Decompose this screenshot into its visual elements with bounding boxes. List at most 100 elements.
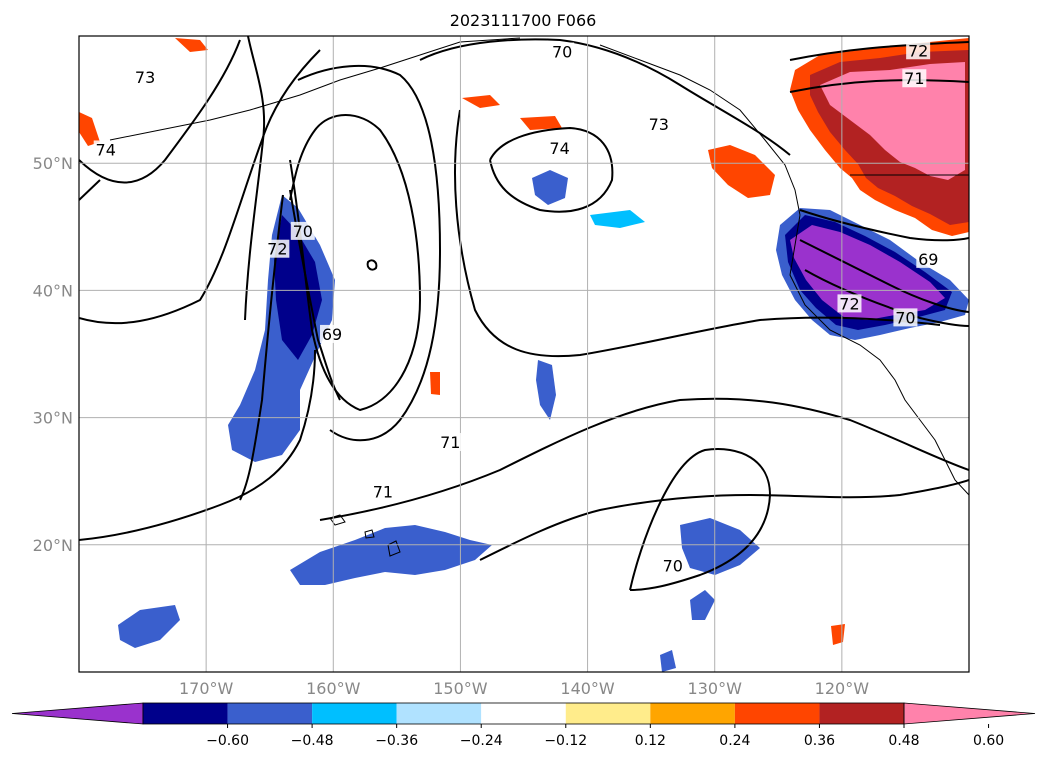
contour-label-bg bbox=[438, 433, 463, 452]
contour-label-bg bbox=[837, 294, 862, 313]
lat-tick-label: 30°N bbox=[33, 409, 73, 428]
colorbar: −0.60 −0.48 −0.36 −0.24 −0.12 0.12 0.24 0.36 0.4… bbox=[11, 702, 1036, 749]
contour-label-bg bbox=[906, 41, 931, 60]
colorbar-tick-label: −0.48 bbox=[291, 733, 334, 749]
contour-label: 70 bbox=[293, 222, 313, 241]
colorbar-tick-label: 0.12 bbox=[635, 733, 666, 749]
contour-label: 74 bbox=[96, 140, 116, 159]
contour-71-midlat bbox=[454, 109, 941, 358]
anomaly-fill-positive-cell-a bbox=[462, 95, 500, 108]
anomaly-fill-negative-cell-d bbox=[690, 590, 715, 620]
contour-label-bg bbox=[93, 140, 118, 159]
lon-tick-label: 130°W bbox=[688, 679, 743, 698]
contour-label-bg bbox=[547, 139, 572, 158]
lat-tick-label: 50°N bbox=[33, 154, 73, 173]
anomaly-fill-positive-cell-c bbox=[175, 38, 208, 52]
colorbar-tick-label: −0.12 bbox=[544, 733, 587, 749]
colorbar-tick-label: 0.36 bbox=[804, 733, 835, 749]
contour-label: 70 bbox=[663, 556, 683, 575]
map-gridlines bbox=[79, 36, 969, 672]
anomaly-fill-positive-northeast-core bbox=[820, 62, 965, 180]
contour-69-california bbox=[799, 209, 969, 242]
colorbar-swatch bbox=[396, 703, 482, 724]
anomaly-fill-positive-cell-f bbox=[831, 624, 845, 645]
contour-70-ridge bbox=[289, 114, 422, 412]
colorbar-tick-label: 0.60 bbox=[973, 733, 1004, 749]
anomaly-fill-negative-cell-c bbox=[118, 605, 180, 648]
coastline-gulf-of-alaska bbox=[599, 44, 801, 216]
contour-label: 73 bbox=[135, 68, 155, 87]
contour-label: 71 bbox=[440, 433, 460, 452]
contour-label: 70 bbox=[895, 308, 915, 327]
contour-74-northwest bbox=[79, 39, 241, 184]
anomaly-fill-positive-cell-d bbox=[79, 112, 100, 146]
anomaly-fill-negative-cell-f bbox=[590, 210, 645, 228]
contour-72-california bbox=[799, 239, 969, 313]
contour-label-bg bbox=[550, 42, 575, 61]
anomaly-fill-positive-cell-e bbox=[430, 372, 440, 395]
contour-label-bg bbox=[660, 556, 685, 575]
contour-label-bg bbox=[265, 239, 290, 258]
contour-label-bg bbox=[902, 69, 927, 88]
contour-label-bg bbox=[893, 308, 918, 327]
longitude-tick-labels: 170°W 160°W 150°W 140°W 130°W 120°W bbox=[179, 679, 869, 698]
contour-74-trough bbox=[79, 49, 321, 325]
colorbar-swatch bbox=[481, 703, 566, 724]
anomaly-fill-positive-cell-b bbox=[520, 116, 562, 130]
contour-73-ridge bbox=[419, 38, 791, 156]
contour-label: 71 bbox=[904, 69, 924, 88]
anomaly-fill-negative-california-core bbox=[790, 225, 945, 320]
colorbar-swatch bbox=[650, 703, 735, 724]
map-area: 70 73 74 73 74 72 71 69 72 70 72 70 69 71 71 70 bbox=[78, 35, 970, 673]
contour-70-low-west bbox=[79, 179, 101, 201]
colorbar-tick-label: −0.24 bbox=[460, 733, 503, 749]
anomaly-fill-positive-yukon bbox=[708, 145, 775, 198]
lon-tick-label: 150°W bbox=[433, 679, 488, 698]
colorbar-tick-label: −0.36 bbox=[375, 733, 418, 749]
contour-71-northeast bbox=[789, 79, 969, 93]
coastline-alaska bbox=[109, 37, 521, 141]
contour-label: 72 bbox=[267, 240, 287, 259]
contour-label-layer: 70 73 74 73 74 72 71 69 72 70 72 70 69 71 71 70 bbox=[93, 41, 941, 575]
colorbar-swatch bbox=[143, 703, 228, 724]
lon-tick-label: 140°W bbox=[560, 679, 615, 698]
contour-71-southeast bbox=[479, 479, 969, 561]
contour-label-bg bbox=[916, 249, 941, 268]
contour-73-west bbox=[244, 36, 266, 321]
contour-71-south bbox=[319, 397, 969, 521]
contour-label: 73 bbox=[649, 115, 669, 134]
lat-tick-label: 40°N bbox=[33, 281, 73, 300]
contour-label: 72 bbox=[908, 41, 928, 60]
coastline-layer bbox=[109, 37, 969, 557]
contour-72-northeast bbox=[789, 41, 969, 61]
colorbar-extend-high bbox=[903, 702, 1036, 725]
anomaly-fill-negative-cell-b bbox=[680, 518, 760, 575]
contour-label: 69 bbox=[322, 325, 342, 344]
coastline-west-us bbox=[789, 214, 969, 496]
anomaly-fill-negative-cell-a bbox=[536, 360, 556, 420]
contour-72-ridge bbox=[297, 65, 442, 442]
colorbar-swatch bbox=[312, 703, 397, 724]
colorbar-tick-label: −0.60 bbox=[206, 733, 249, 749]
contour-label-bg bbox=[320, 324, 345, 343]
lon-tick-label: 170°W bbox=[179, 679, 234, 698]
lon-tick-label: 120°W bbox=[815, 679, 870, 698]
latitude-tick-labels: 20°N 30°N 40°N 50°N bbox=[33, 154, 73, 555]
colorbar-tick-label: 0.48 bbox=[888, 733, 919, 749]
contour-label-bg bbox=[370, 482, 395, 501]
anomaly-fill-negative-gulf-alaska bbox=[532, 170, 568, 205]
lat-tick-label: 20°N bbox=[33, 536, 73, 555]
anomaly-fill-negative-hawaii bbox=[290, 525, 492, 585]
chart-title: 2023111700 F066 bbox=[450, 11, 597, 30]
contour-layer bbox=[79, 36, 969, 591]
contour-70-mid bbox=[79, 349, 316, 541]
colorbar-swatch bbox=[734, 703, 820, 724]
contour-label-bg bbox=[646, 115, 671, 134]
colorbar-tick-label: 0.24 bbox=[719, 733, 750, 749]
contour-small-closed bbox=[366, 259, 378, 271]
map-frame bbox=[78, 35, 970, 673]
contour-label: 72 bbox=[839, 294, 859, 313]
contour-label-bg bbox=[133, 67, 158, 86]
contour-70-low-southeast bbox=[629, 448, 772, 591]
